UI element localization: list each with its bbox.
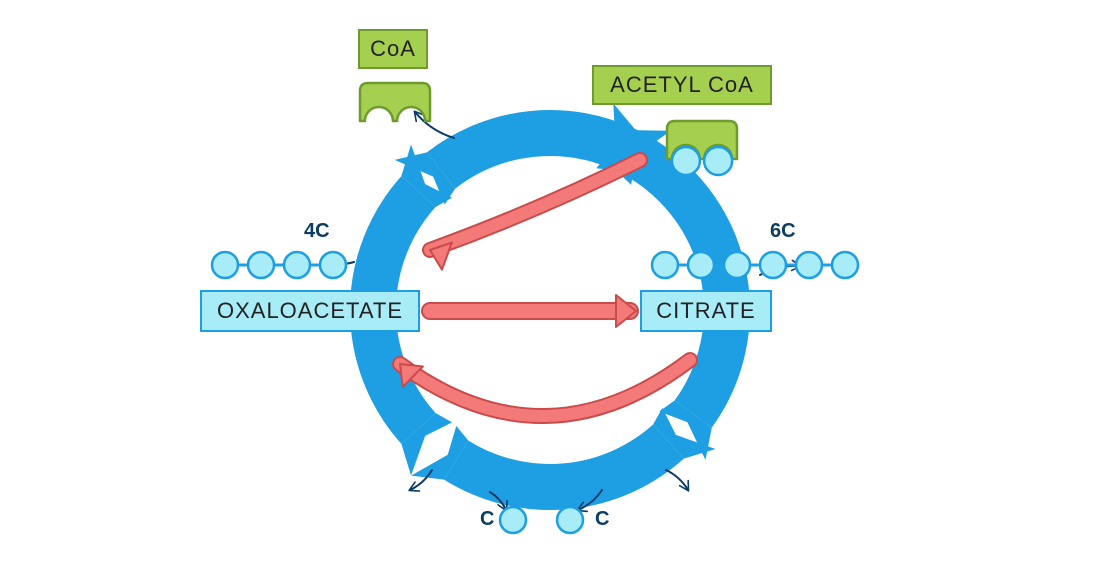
oxaloacetate-label-text: OXALOACETATE <box>217 298 403 324</box>
four-c-label: 4C <box>304 220 330 243</box>
six-c-label: 6C <box>770 220 796 243</box>
c-right-label: C <box>595 508 609 531</box>
oxaloacetate-label-box: OXALOACETATE <box>200 290 420 332</box>
acetyl-coa-label-box: ACETYL CoA <box>592 65 772 105</box>
coa-label-text: CoA <box>370 36 416 62</box>
acetyl-coa-label-text: ACETYL CoA <box>610 72 754 98</box>
citrate-label-text: CITRATE <box>656 298 755 324</box>
diagram-svg <box>0 0 1100 562</box>
c-left-label: C <box>480 508 494 531</box>
citrate-label-box: CITRATE <box>640 290 772 332</box>
coa-label-box: CoA <box>358 29 428 69</box>
diagram-stage: CoA ACETYL CoA OXALOACETATE CITRATE 4C 6… <box>0 0 1100 562</box>
